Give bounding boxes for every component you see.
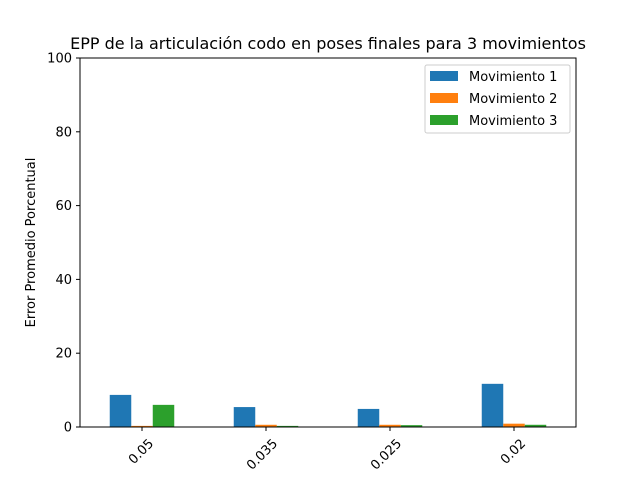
bar <box>379 424 401 427</box>
legend-entry: Movimiento 3 <box>469 114 557 129</box>
y-tick-label: 100 <box>47 52 72 67</box>
x-tick-label: 0.02 <box>498 436 529 467</box>
x-axis: 0.05 0.035 0.025 0.02 <box>126 427 529 473</box>
x-tick-label: 0.035 <box>244 436 281 473</box>
bar <box>357 408 380 427</box>
y-axis-label: Error Promedio Porcentual <box>24 158 39 328</box>
legend-entry: Movimiento 2 <box>469 92 557 107</box>
y-tick-label: 0 <box>64 421 72 436</box>
x-tick-label: 0.05 <box>126 436 157 467</box>
legend-frame <box>424 64 571 134</box>
plot-frame <box>79 57 577 428</box>
bar <box>255 424 277 427</box>
legend-swatch <box>430 115 458 125</box>
y-tick-label: 80 <box>55 125 72 140</box>
chart-title: EPP de la articulación codo en poses fin… <box>70 34 586 53</box>
bars <box>109 383 547 427</box>
legend-swatch <box>430 71 458 81</box>
bar <box>276 425 299 427</box>
bar <box>131 425 153 427</box>
legend-entry: Movimiento 1 <box>469 70 557 85</box>
x-tick-label: 0.025 <box>368 436 405 473</box>
y-axis: 0 20 40 60 80 100 <box>47 52 80 436</box>
y-tick-label: 40 <box>55 273 72 288</box>
bar <box>109 394 132 427</box>
legend: Movimiento 1 Movimiento 2 Movimiento 3 <box>424 64 571 134</box>
y-tick-label: 60 <box>55 199 72 214</box>
legend-swatch <box>430 93 458 103</box>
bar <box>481 383 504 427</box>
y-tick-label: 20 <box>55 347 72 362</box>
bar <box>233 407 256 427</box>
bar <box>524 424 547 427</box>
bar <box>152 404 175 427</box>
bar <box>400 425 423 427</box>
bar <box>503 423 525 427</box>
